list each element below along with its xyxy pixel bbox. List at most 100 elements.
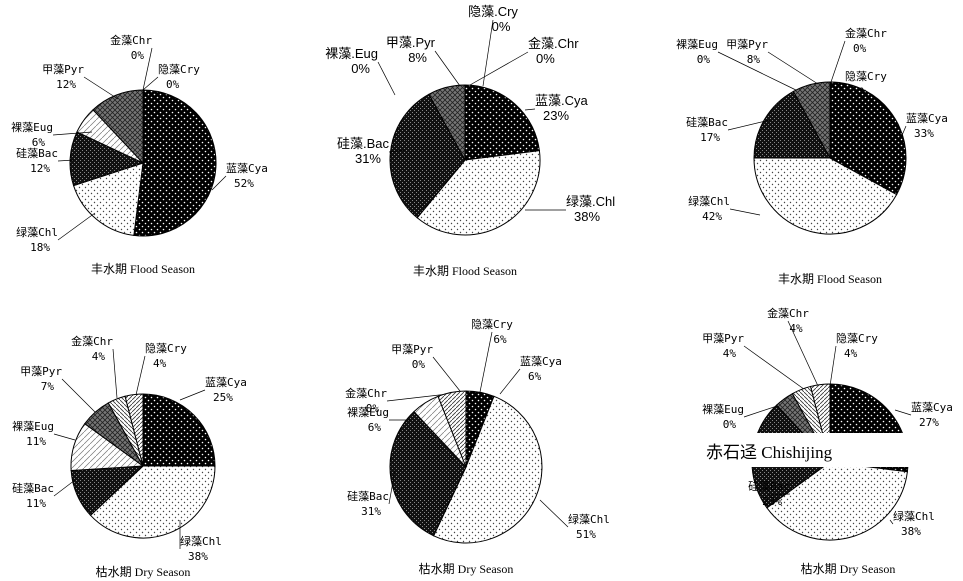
leader-line — [889, 519, 894, 525]
slice-label: 绿藻Chl — [16, 225, 58, 239]
slice-percent: 6% — [493, 333, 507, 346]
pie-slice-bac — [753, 90, 831, 159]
slice-percent: 38% — [188, 550, 208, 563]
leader-line — [112, 348, 118, 399]
season-caption: 枯水期 Dry Season — [801, 561, 896, 576]
slice-label: 甲藻Pyr — [726, 38, 768, 51]
slice-percent: 0% — [131, 49, 145, 62]
leader-line — [727, 119, 771, 131]
slice-percent: 18% — [30, 241, 50, 254]
leader-line — [388, 149, 406, 153]
slice-label: 裸藻Eug — [347, 405, 389, 419]
slice-label: 甲藻Pyr — [20, 365, 62, 378]
leader-line — [211, 175, 227, 191]
slice-label: 裸藻.Eug — [325, 46, 378, 61]
leader-line — [142, 76, 159, 91]
season-caption: 枯水期 Dry Season — [96, 564, 191, 579]
slice-percent: 12% — [56, 78, 76, 91]
leader-line — [767, 51, 819, 85]
leader-line — [53, 479, 76, 497]
slice-percent: 33% — [914, 127, 934, 140]
slice-label: 绿藻Chl — [568, 512, 610, 526]
slice-percent: 0% — [723, 418, 737, 431]
pie-slice-chl — [72, 162, 144, 236]
slice-percent: 4% — [844, 347, 858, 360]
slice-label: 硅藻Bac — [748, 480, 790, 493]
station-label-background — [700, 433, 910, 467]
slice-label: 蓝藻Cya — [205, 376, 247, 389]
season-caption: 枯水期 Dry Season — [419, 561, 514, 576]
leader-line — [61, 378, 96, 413]
slice-label: 金藻Chr — [767, 306, 809, 320]
slice-percent: 8% — [408, 50, 427, 65]
leader-line — [388, 469, 396, 505]
slice-label: 硅藻Bac — [347, 490, 389, 503]
leader-line — [787, 320, 819, 387]
pie-slice-chl — [753, 157, 898, 235]
leader-line — [135, 355, 146, 396]
leader-line — [52, 131, 93, 136]
pie-chart-5: 蓝藻Cya 6% 绿藻Chl 51% 硅藻Bac 31% 裸藻Eug 6% 金藻Chr 0% 甲藻P… — [345, 318, 610, 576]
leader-line — [743, 345, 809, 393]
slice-label: 蓝藻Cya — [911, 401, 953, 414]
leader-line — [499, 368, 521, 395]
pie-chart-4: 蓝藻Cya 25% 绿藻Chl 38% 硅藻Bac 11% 裸藻Eug 11% 甲藻Pyr 7% 金… — [12, 334, 247, 579]
slice-label: 金藻Chr — [110, 33, 152, 47]
slice-percent: 31% — [361, 505, 381, 518]
slice-percent: 4% — [92, 350, 106, 363]
slice-label: 裸藻Eug — [12, 419, 54, 433]
slice-label: 绿藻Chl — [688, 194, 730, 208]
slice-label: 隐藻Cry — [845, 70, 887, 83]
leader-line — [434, 50, 461, 87]
leader-line — [717, 51, 801, 93]
pie-slice-cya — [464, 84, 540, 161]
slice-percent: 6% — [528, 370, 542, 383]
leader-line — [830, 40, 846, 83]
leader-line — [386, 393, 449, 402]
leader-line — [83, 76, 119, 100]
slice-percent: 11% — [26, 435, 46, 448]
leader-line — [142, 47, 153, 91]
slice-label: 甲藻Pyr — [391, 343, 433, 356]
pie-chart-2: 金藻.Chr0%蓝藻.Cya23%绿藻.Chl38%硅藻.Bac31%裸藻.Eu… — [325, 4, 615, 278]
slice-label: 裸藻Eug — [702, 402, 744, 416]
slice-label: 甲藻.Pyr — [386, 35, 436, 50]
season-caption: 丰水期 Flood Season — [91, 262, 195, 276]
slice-label: 蓝藻Cya — [226, 162, 268, 175]
slice-label: 隐藻.Cry — [468, 4, 518, 19]
pie-slice-cry — [124, 393, 144, 467]
pie-slice-pyr — [792, 81, 831, 159]
slice-percent: 6% — [368, 421, 382, 434]
slice-label: 金藻.Chr — [528, 36, 579, 51]
slice-percent: 38% — [901, 525, 921, 538]
slice-label: 绿藻Chl — [893, 509, 935, 523]
leader-line — [829, 345, 837, 387]
slice-label: 裸藻Eug — [11, 120, 53, 134]
slice-percent: 23% — [762, 495, 782, 508]
slice-percent: 4% — [789, 322, 803, 335]
pie-slice-pyr — [92, 89, 144, 165]
pie-chart-3: 金藻Chr 0% 隐藻Cry 0% 蓝藻Cya 33% 绿藻Chl 42% 硅藻Bac 17% 裸藻… — [676, 26, 948, 286]
pie-slice-cya — [142, 393, 216, 467]
slice-percent: 0% — [697, 53, 711, 66]
slice-percent: 12% — [30, 162, 50, 175]
slice-label: 隐藻Cry — [471, 318, 513, 331]
leader-line — [432, 356, 461, 392]
pie-slice-bac — [389, 93, 466, 219]
leader-line — [524, 108, 536, 111]
leader-line — [57, 212, 96, 241]
slice-percent: 7% — [41, 380, 55, 393]
pie-slice-chl — [416, 150, 541, 236]
leader-line — [469, 51, 529, 86]
slice-label: 蓝藻.Cya — [535, 93, 589, 108]
leader-line — [179, 389, 206, 401]
slice-label: 隐藻Cry — [145, 342, 187, 355]
slice-label: 蓝藻Cya — [520, 355, 562, 368]
slice-label: 硅藻Bac — [686, 116, 728, 129]
slice-percent: 0% — [366, 402, 380, 415]
slice-label: 隐藻Cry — [836, 332, 878, 345]
leader-line — [482, 19, 494, 87]
pie-slice-cry — [437, 390, 467, 468]
slice-percent: 0% — [492, 19, 511, 34]
